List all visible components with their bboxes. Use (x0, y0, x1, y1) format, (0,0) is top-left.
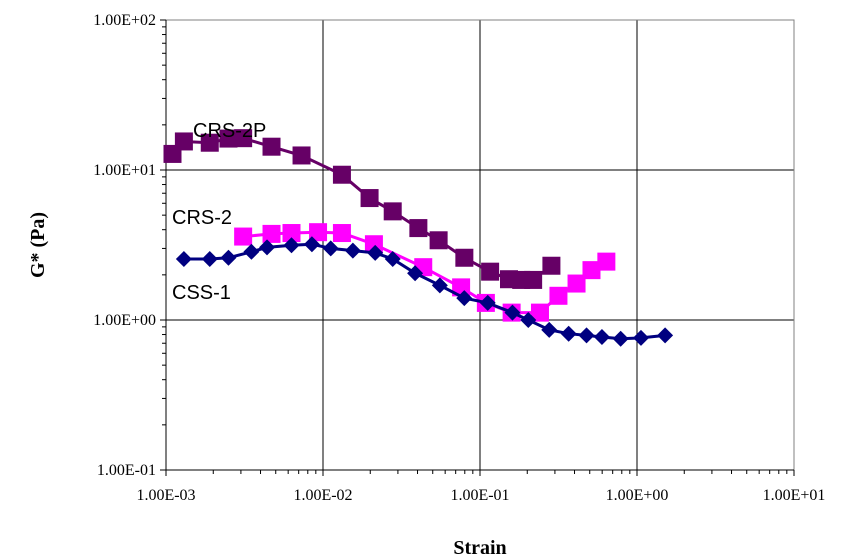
data-point-css-1 (657, 327, 674, 344)
data-point-css-1 (384, 251, 401, 268)
x-tick-label: 1.00E-01 (450, 487, 509, 504)
data-point-css-1 (367, 244, 384, 261)
data-point-crs-2 (332, 224, 351, 243)
data-point-crs-2p (219, 129, 238, 148)
y-tick-label: 1.00E+00 (93, 312, 156, 329)
data-point-crs-2 (582, 261, 601, 280)
data-point-css-1 (259, 239, 276, 256)
data-point-css-1 (560, 325, 577, 342)
data-point-crs-2p (409, 219, 428, 238)
data-point-css-1 (243, 243, 260, 260)
y-tick-label: 1.00E+01 (93, 162, 156, 179)
data-point-css-1 (578, 327, 595, 344)
data-point-css-1 (593, 329, 610, 346)
data-point-css-1 (283, 237, 300, 254)
x-tick-label: 1.00E-02 (293, 487, 352, 504)
data-point-crs-2p (360, 189, 379, 208)
series-crs-2p (163, 129, 561, 289)
data-point-crs-2p (174, 132, 193, 151)
data-point-css-1 (175, 251, 192, 268)
data-point-crs-2p (524, 270, 543, 289)
data-point-crs-2p (234, 129, 253, 148)
y-tick-label: 1.00E+02 (93, 12, 156, 29)
x-tick-label: 1.00E+00 (606, 487, 669, 504)
series-css-1 (175, 236, 674, 347)
data-point-css-1 (201, 251, 218, 268)
x-axis-title: Strain (453, 537, 506, 559)
labels-layer: Strain G* (Pa) CRS-2P CRS-2 CSS-1 (27, 120, 507, 559)
data-point-crs-2p (481, 262, 500, 281)
x-tick-label: 1.00E+01 (763, 487, 826, 504)
series-layer (163, 129, 674, 347)
series-label-crs-2: CRS-2 (172, 207, 232, 229)
data-point-css-1 (407, 265, 424, 282)
data-point-crs-2p (292, 146, 311, 165)
data-point-css-1 (504, 304, 521, 321)
data-point-crs-2p (383, 202, 402, 221)
data-point-crs-2p (332, 165, 351, 184)
data-point-css-1 (632, 329, 649, 346)
data-point-crs-2 (597, 252, 616, 271)
data-point-crs-2 (309, 223, 328, 242)
data-point-crs-2p (200, 133, 219, 152)
data-point-crs-2p (455, 248, 474, 267)
data-point-css-1 (431, 277, 448, 294)
y-tick-label: 1.00E-01 (97, 462, 156, 479)
data-point-crs-2 (567, 274, 586, 293)
data-point-css-1 (520, 312, 537, 328)
data-point-css-1 (303, 236, 320, 253)
x-tick-label: 1.00E-03 (136, 487, 195, 504)
data-point-crs-2 (549, 286, 568, 305)
data-point-crs-2 (262, 224, 281, 243)
data-point-css-1 (220, 249, 237, 266)
series-label-crs-2p: CRS-2P (193, 120, 266, 142)
data-point-css-1 (612, 330, 629, 347)
data-point-css-1 (344, 242, 361, 259)
data-point-crs-2p (542, 256, 561, 275)
data-point-css-1 (479, 294, 496, 311)
y-axis-title: G* (Pa) (27, 212, 49, 278)
data-point-css-1 (322, 240, 339, 257)
data-point-crs-2p (429, 231, 448, 250)
axes: 1.00E-03 1.00E-02 1.00E-01 1.00E+00 1.00E+01… (93, 12, 825, 504)
data-point-crs-2 (530, 303, 549, 322)
data-point-crs-2 (234, 227, 253, 246)
data-point-crs-2 (282, 224, 301, 243)
data-point-css-1 (541, 321, 558, 338)
series-label-css-1: CSS-1 (172, 282, 231, 304)
data-point-crs-2p (262, 137, 281, 156)
data-point-css-1 (456, 290, 473, 307)
grid (166, 20, 794, 470)
